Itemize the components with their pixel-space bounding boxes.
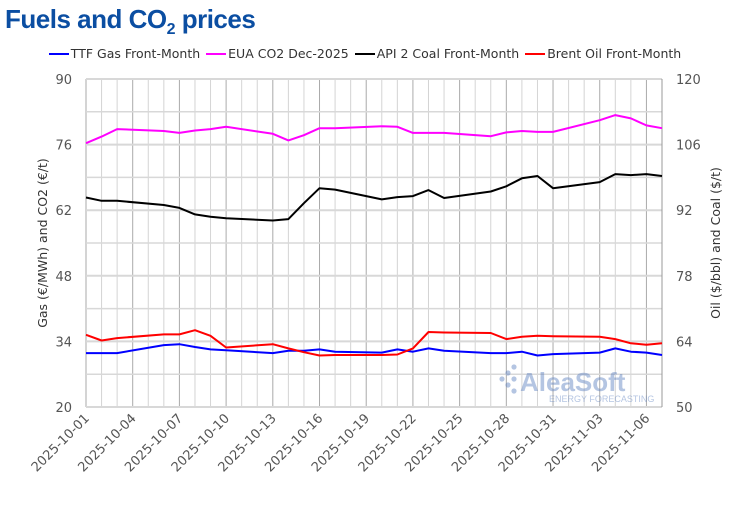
y-tick-label: 20 <box>55 401 72 416</box>
y-tick-label: 62 <box>55 204 72 219</box>
logo-dot <box>511 364 517 370</box>
y-tick-label: 48 <box>55 270 72 285</box>
legend-swatch <box>48 52 69 55</box>
title-subscript: 2 <box>166 21 176 39</box>
series-line-brent-oil-front-month <box>85 329 663 357</box>
legend-item: Brent Oil Front-Month <box>525 46 681 61</box>
legend-label: EUA CO2 Dec-2025 <box>228 46 349 61</box>
logo-dot <box>505 370 511 376</box>
y-tick-label: 34 <box>55 335 72 350</box>
legend-item: EUA CO2 Dec-2025 <box>206 46 349 61</box>
watermark-brand: AleaSoft <box>520 367 626 397</box>
y2-tick-label: 92 <box>676 204 693 219</box>
logo-dot <box>511 388 517 394</box>
y-tick-label: 90 <box>55 73 72 88</box>
aleasoft-logo <box>499 364 517 394</box>
logo-dot <box>499 376 505 382</box>
y2-axis-label: Oil ($/bbl) and Coal ($/t) <box>708 167 723 319</box>
title-text: Fuels and CO <box>5 4 167 34</box>
y-axis-label: Gas (€/MWh) and CO2 (€/t) <box>35 158 50 328</box>
legend-item: API 2 Coal Front-Month <box>354 46 520 61</box>
y2-tick-label: 64 <box>676 335 693 350</box>
y2-tick-label: 78 <box>676 270 693 285</box>
chart-title: Fuels and CO2 prices <box>5 4 256 39</box>
watermark-tagline: ENERGY FORECASTING <box>549 394 654 404</box>
y-tick-label: 76 <box>55 139 72 154</box>
series-line-eua-co2-dec-2025 <box>85 114 663 145</box>
legend-item: TTF Gas Front-Month <box>48 46 201 61</box>
legend: TTF Gas Front-Month EUA CO2 Dec-2025 API 2… <box>0 46 730 61</box>
y2-tick-label: 50 <box>676 401 693 416</box>
legend-swatch <box>525 52 546 55</box>
legend-label: TTF Gas Front-Month <box>70 46 201 61</box>
y2-tick-label: 106 <box>676 139 701 154</box>
y2-tick-label: 120 <box>676 73 701 88</box>
series-line-api-2-coal-front-month <box>85 173 663 222</box>
logo-dot <box>511 376 517 382</box>
legend-swatch <box>354 52 375 55</box>
legend-label: Brent Oil Front-Month <box>547 46 682 61</box>
title-suffix: prices <box>174 4 256 34</box>
logo-dot <box>505 382 511 388</box>
legend-swatch <box>206 52 227 55</box>
series-line-ttf-gas-front-month <box>86 343 663 357</box>
legend-label: API 2 Coal Front-Month <box>376 46 520 61</box>
